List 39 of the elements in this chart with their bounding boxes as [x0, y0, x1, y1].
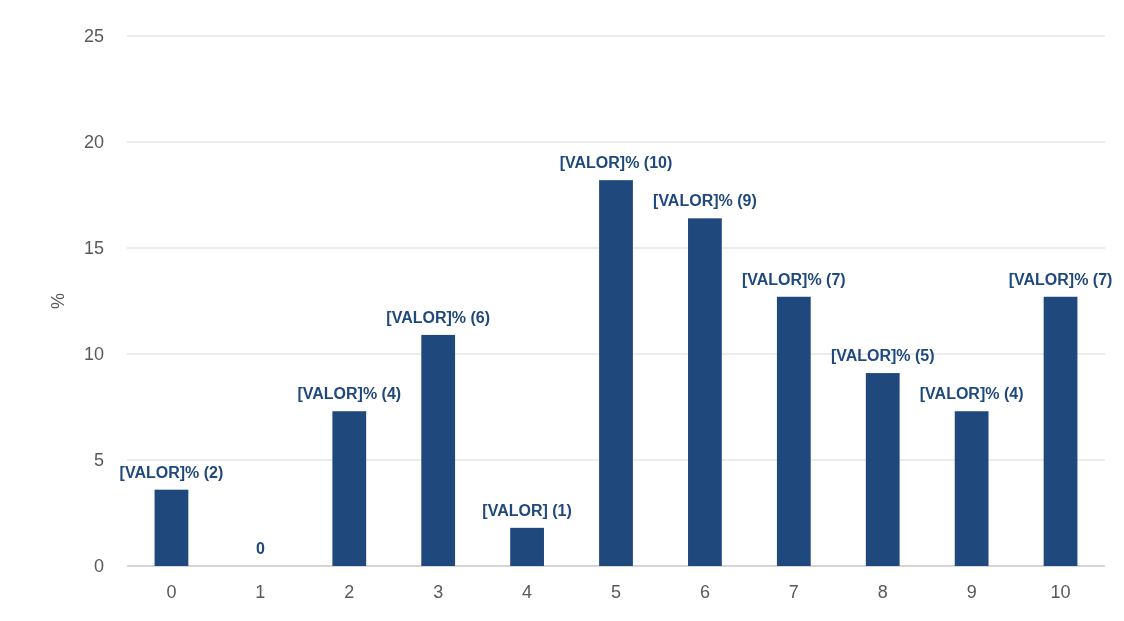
y-tick-label: 25 — [83, 26, 104, 47]
bar — [688, 218, 722, 566]
bar — [865, 373, 900, 566]
bar — [776, 296, 811, 566]
y-tick-label: 0 — [93, 556, 104, 577]
annotation: [VALOR]% (9) — [653, 192, 757, 210]
x-tick-label: 2 — [344, 582, 355, 602]
bar — [599, 180, 633, 566]
x-tick-label: 1 — [255, 582, 266, 602]
bar — [332, 411, 367, 566]
x-tick-label: 9 — [966, 582, 977, 602]
annotation: [VALOR]% (4) — [919, 385, 1024, 403]
annotation: [VALOR]% (2) — [119, 463, 224, 481]
bar — [421, 334, 456, 566]
annotation: [VALOR]% (6) — [386, 308, 491, 326]
x-tick-label: 8 — [877, 582, 888, 602]
annotation: [VALOR]% (7) — [1008, 270, 1113, 288]
x-tick-label: 6 — [699, 582, 710, 602]
x-tick-label: 7 — [788, 582, 799, 602]
x-tick-label: 4 — [522, 582, 533, 602]
annotation: [VALOR]% (7) — [741, 270, 846, 288]
bar — [1043, 296, 1078, 566]
x-tick-label: 10 — [1050, 582, 1071, 602]
x-tick-label: 0 — [166, 582, 177, 602]
annotation: 0 — [255, 540, 265, 557]
y-tick-label: 15 — [83, 238, 104, 259]
annotation: [VALOR] (1) — [482, 501, 572, 519]
x-tick-label: 5 — [610, 582, 622, 602]
bar — [954, 411, 989, 566]
annotation: [VALOR]% (5) — [830, 347, 935, 365]
bar — [510, 527, 544, 566]
annotation: [VALOR]% (10) — [559, 154, 673, 172]
bar — [154, 489, 189, 566]
annotation: [VALOR]% (4) — [297, 385, 402, 403]
y-tick-label: 20 — [83, 132, 104, 153]
x-tick-label: 3 — [433, 582, 444, 602]
y-tick-label: 5 — [93, 450, 104, 471]
y-tick-label: 10 — [83, 344, 104, 365]
y-axis-title: % — [48, 292, 68, 310]
